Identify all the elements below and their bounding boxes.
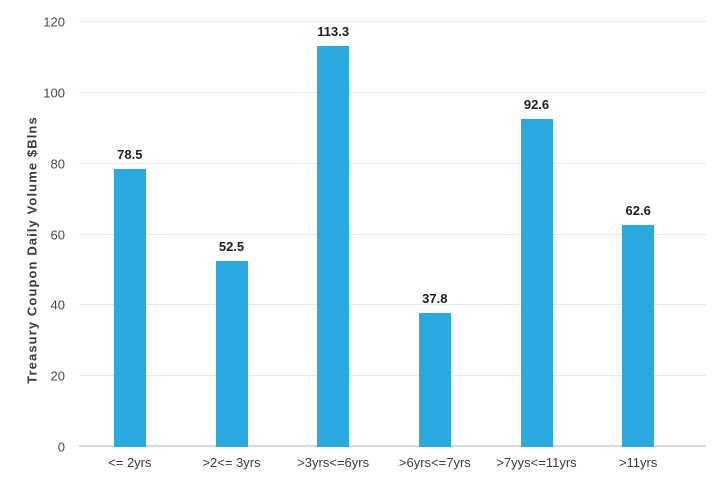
x-category-label: >11yrs <box>618 455 658 470</box>
gridline <box>79 233 706 235</box>
bar <box>317 45 350 447</box>
x-category-label: >6yrs<=7yrs <box>398 455 471 470</box>
bar-value-label: 62.6 <box>625 203 651 219</box>
y-tick-label: 80 <box>50 156 65 172</box>
bar-value-label: 113.3 <box>317 23 350 39</box>
bar <box>418 313 451 447</box>
x-axis-baseline <box>79 445 706 447</box>
bar-value-label: 37.8 <box>422 291 448 307</box>
bar <box>622 225 655 447</box>
y-tick-label: 20 <box>50 368 65 384</box>
bar-value-label: 92.6 <box>523 97 550 113</box>
y-tick-label: 0 <box>57 439 65 455</box>
bar <box>113 168 146 447</box>
y-tick-label: 100 <box>43 85 65 101</box>
gridline <box>79 304 706 306</box>
y-axis-tick-labels: 0 20 40 60 80 100 120 <box>0 16 65 454</box>
gridline <box>79 91 706 93</box>
x-category-label: <= 2yrs <box>108 455 152 470</box>
bar-value-label: 78.5 <box>117 146 143 162</box>
x-category-label: >3yrs<=6yrs <box>297 455 370 470</box>
y-tick-label: 60 <box>50 227 65 242</box>
gridline <box>79 162 706 164</box>
bar <box>215 261 248 447</box>
bar <box>520 119 553 447</box>
gridline <box>79 375 706 377</box>
bar-value-label: 52.5 <box>218 239 245 255</box>
y-tick-label: 40 <box>50 297 65 313</box>
gridline <box>79 21 706 22</box>
x-category-label: >2<= 3yrs <box>202 455 261 470</box>
plot-area: 78.5 52.5 113.3 37.8 92.6 62.6 <box>79 21 706 447</box>
x-category-label: >7yys<=11yrs <box>496 455 577 470</box>
y-tick-label: 120 <box>43 14 65 30</box>
x-axis-category-labels: <= 2yrs >2<= 3yrs >3yrs<=6yrs >6yrs<=7yrs >7… <box>79 456 706 476</box>
